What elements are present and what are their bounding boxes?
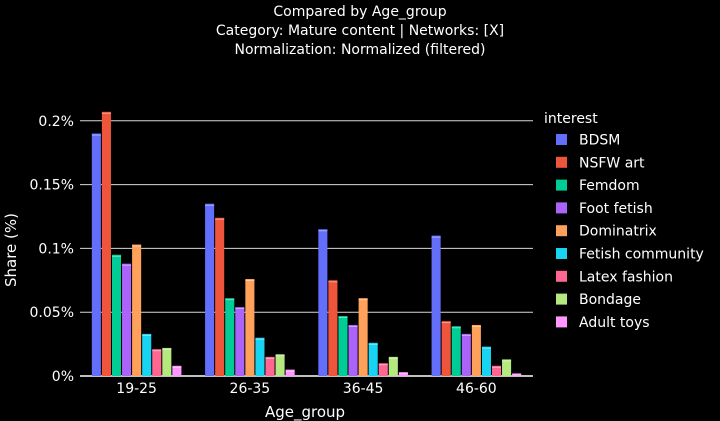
bar[interactable] xyxy=(491,365,502,376)
bar[interactable] xyxy=(275,354,285,376)
bar[interactable] xyxy=(215,217,225,376)
bar[interactable] xyxy=(265,356,275,376)
chart-title-line-3: Normalization: Normalized (filtered) xyxy=(234,42,486,58)
bars xyxy=(91,111,522,376)
legend: interest BDSM NSFW art Femdom Foot fetish Do… xyxy=(544,111,704,331)
x-tick-label: 46-60 xyxy=(456,381,497,397)
bar[interactable] xyxy=(502,359,512,376)
legend-swatch[interactable] xyxy=(556,202,567,214)
chart-title-line-2: Category: Mature content | Networks: [X] xyxy=(215,23,505,39)
bar[interactable] xyxy=(142,333,152,376)
legend-swatch[interactable] xyxy=(556,270,567,282)
legend-title: interest xyxy=(544,111,598,127)
legend-label[interactable]: Femdom xyxy=(579,178,640,194)
legend-label[interactable]: Adult toys xyxy=(579,315,650,331)
bar[interactable] xyxy=(205,203,215,376)
legend-swatch[interactable] xyxy=(556,179,567,191)
legend-label[interactable]: Fetish community xyxy=(579,247,704,263)
legend-swatch[interactable] xyxy=(556,293,567,305)
x-tick-labels: 19-25 26-35 36-45 46-60 xyxy=(116,381,496,397)
bar[interactable] xyxy=(245,279,255,376)
legend-swatch[interactable] xyxy=(556,134,567,145)
bar[interactable] xyxy=(101,111,111,376)
bar[interactable] xyxy=(152,349,162,376)
bar[interactable] xyxy=(255,337,265,376)
y-axis-label: Share (%) xyxy=(2,213,20,287)
bar[interactable] xyxy=(91,133,101,376)
bar[interactable] xyxy=(378,363,388,376)
x-tick-label: 36-45 xyxy=(343,381,384,397)
x-axis-label: Age_group xyxy=(265,403,345,421)
legend-label[interactable]: Bondage xyxy=(579,292,641,308)
y-tick-labels: 0% 0.05% 0.1% 0.15% 0.2% xyxy=(30,114,74,385)
y-tick-label: 0.05% xyxy=(30,305,74,321)
bar[interactable] xyxy=(285,369,295,376)
x-tick-label: 26-35 xyxy=(230,381,271,397)
y-tick-label: 0.15% xyxy=(30,178,74,194)
bar[interactable] xyxy=(132,244,142,376)
x-tick-label: 19-25 xyxy=(116,381,157,397)
bar[interactable] xyxy=(461,333,471,376)
bar[interactable] xyxy=(512,373,522,376)
bar[interactable] xyxy=(368,342,378,376)
bar[interactable] xyxy=(328,280,338,376)
y-tick-label: 0% xyxy=(52,369,74,385)
bar[interactable] xyxy=(481,346,491,376)
y-tick-label: 0.2% xyxy=(38,114,74,130)
chart-title-line-1: Compared by Age_group xyxy=(273,4,447,20)
legend-swatch[interactable] xyxy=(556,225,567,237)
bar[interactable] xyxy=(122,263,132,376)
legend-swatch[interactable] xyxy=(556,248,567,259)
bar[interactable] xyxy=(358,298,368,376)
bar[interactable] xyxy=(235,307,245,376)
bar[interactable] xyxy=(318,229,328,376)
bar[interactable] xyxy=(451,326,461,376)
legend-label[interactable]: Latex fashion xyxy=(579,269,673,285)
bar[interactable] xyxy=(162,347,172,376)
bar[interactable] xyxy=(338,316,348,376)
bar[interactable] xyxy=(431,235,441,376)
bar[interactable] xyxy=(441,321,451,376)
legend-swatch[interactable] xyxy=(556,316,567,328)
bar[interactable] xyxy=(225,298,235,376)
bar[interactable] xyxy=(471,324,481,376)
legend-label[interactable]: BDSM xyxy=(579,133,620,149)
legend-label[interactable]: NSFW art xyxy=(579,155,645,171)
bar[interactable] xyxy=(398,372,408,376)
bar[interactable] xyxy=(111,254,122,376)
bar[interactable] xyxy=(388,356,398,376)
legend-label[interactable]: Dominatrix xyxy=(579,224,657,240)
legend-swatch[interactable] xyxy=(556,156,567,168)
legend-label[interactable]: Foot fetish xyxy=(579,201,653,217)
bar[interactable] xyxy=(348,324,358,376)
y-tick-label: 0.1% xyxy=(38,241,74,257)
bar[interactable] xyxy=(172,365,182,376)
